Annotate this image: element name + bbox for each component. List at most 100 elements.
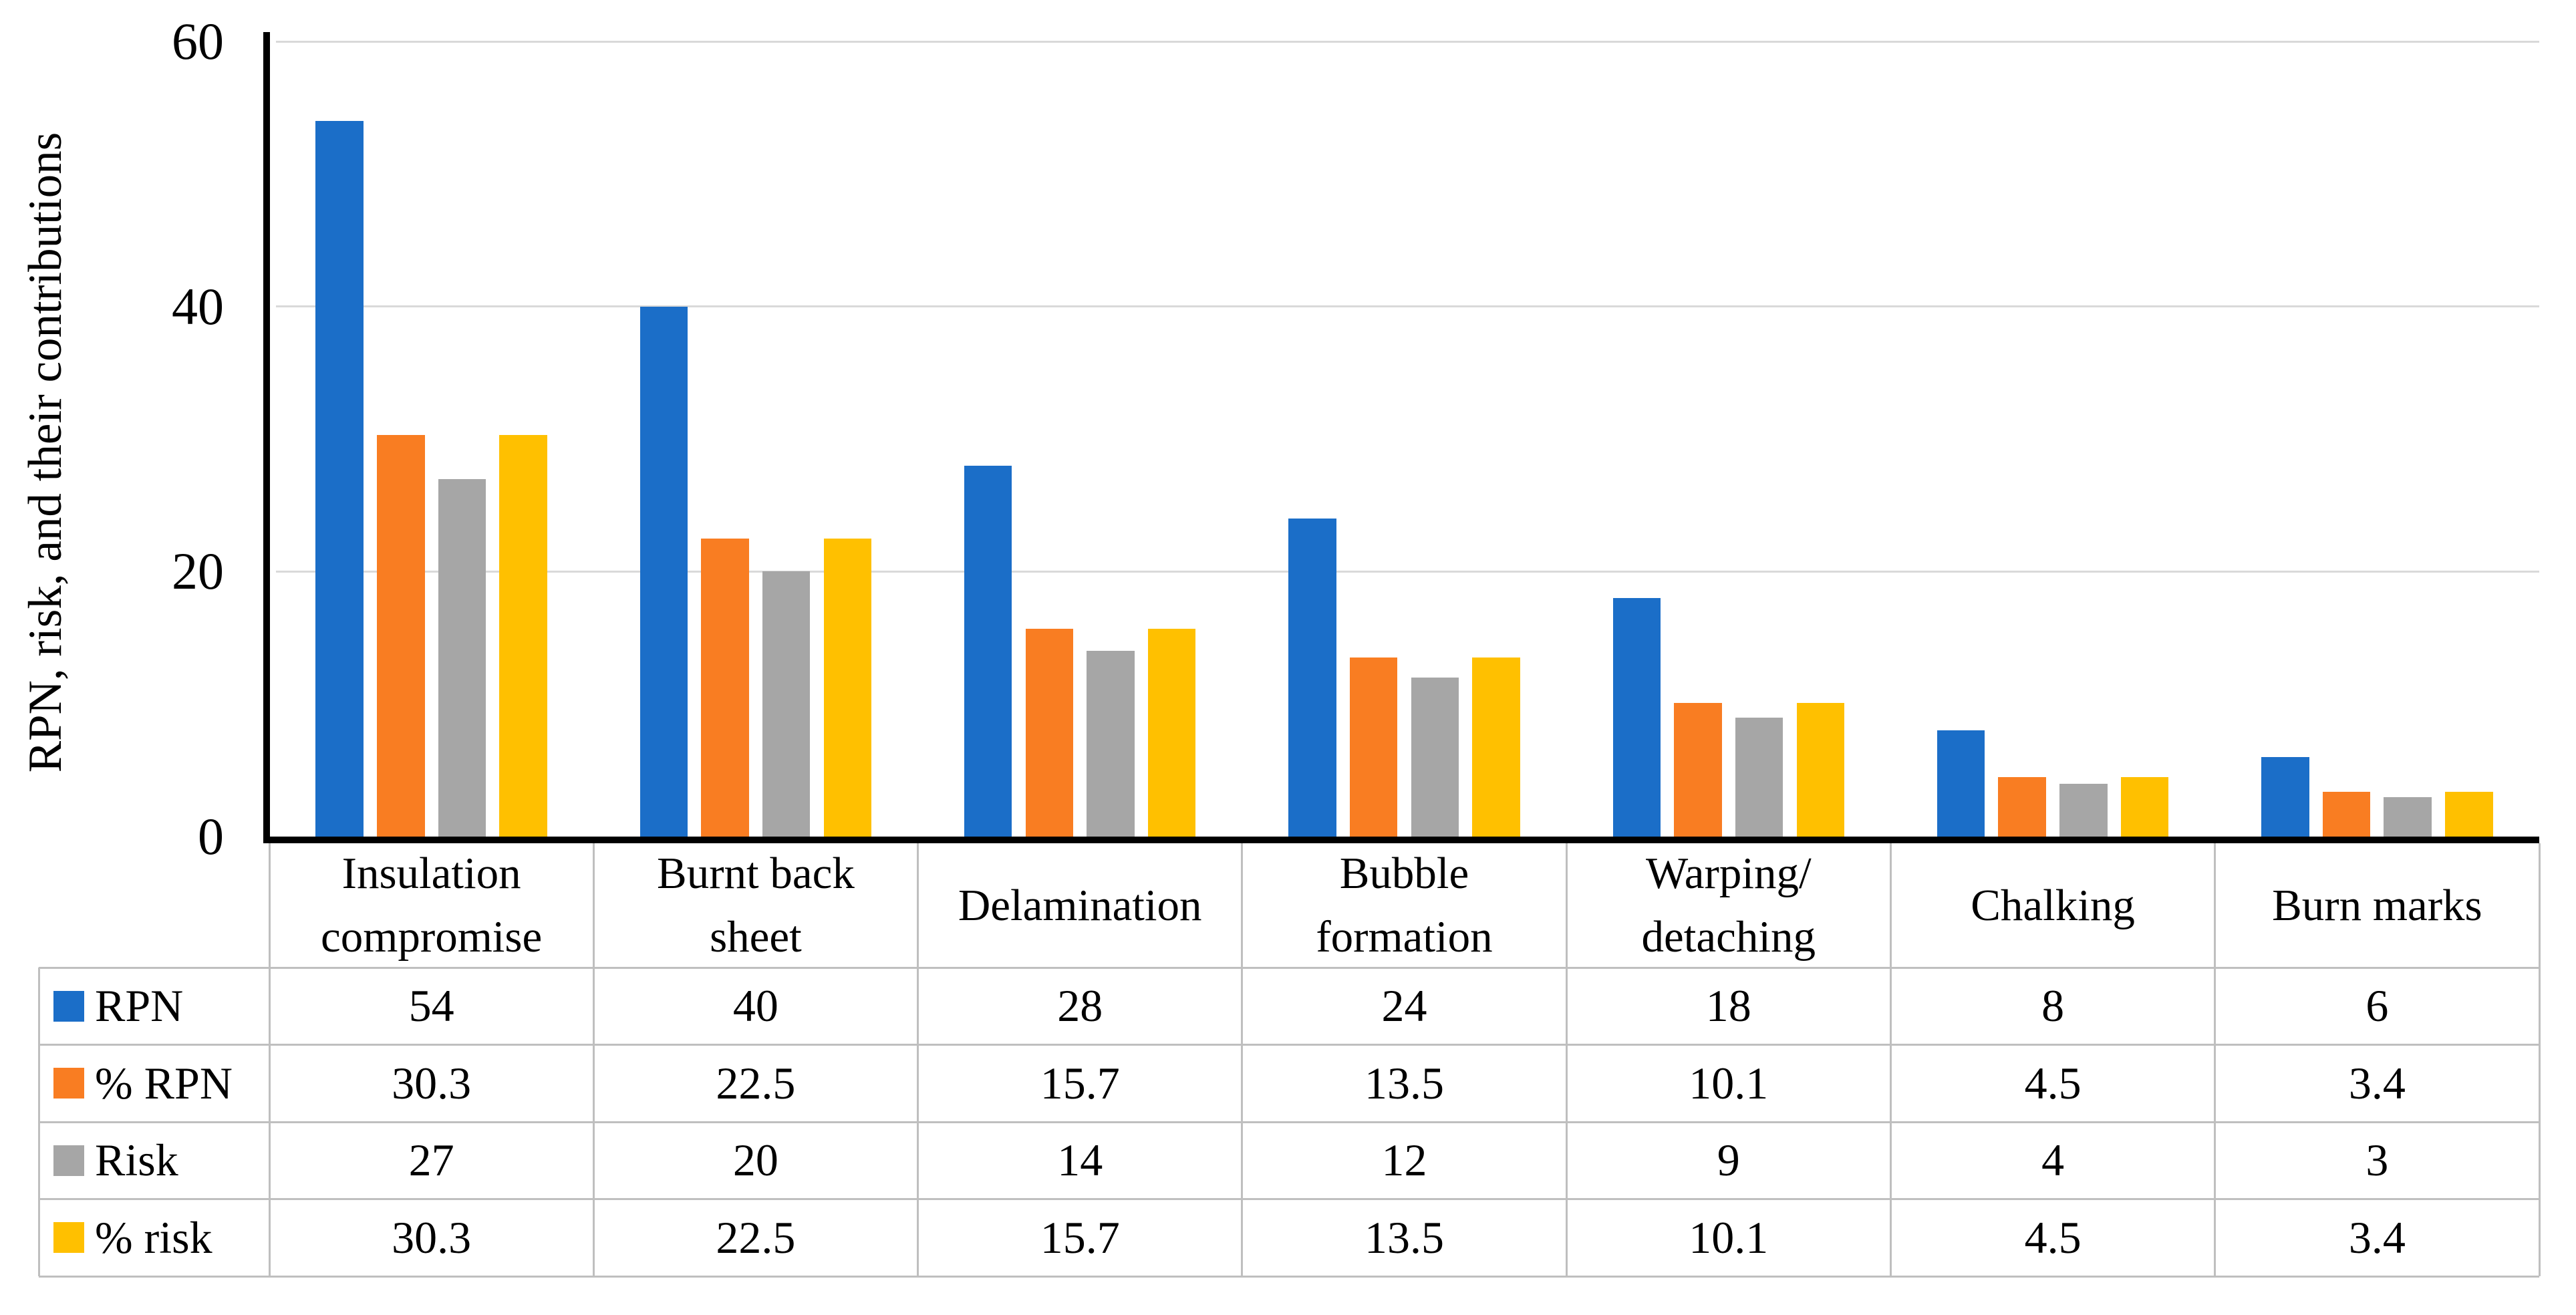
table-column-border (37, 968, 40, 1276)
bar-rpn-burn-marks (2322, 791, 2371, 837)
value-cell-risk-bubble-formation: 12 (1381, 1135, 1427, 1186)
bar-risk-insulation-compromise (438, 478, 486, 837)
y-tick-label: 40 (172, 277, 224, 335)
legend-label: Risk (95, 1135, 178, 1186)
bar-rpn-burnt-back-sheet (701, 538, 749, 837)
value-cell-rpn-burnt-back-sheet: 40 (732, 980, 778, 1032)
bar-rpn-burn-marks (2261, 757, 2309, 837)
y-tick-label: 20 (172, 542, 224, 601)
x-axis-line (263, 837, 2539, 843)
table-column-border (592, 968, 595, 1276)
value-cell-rpn-delamination: 28 (1057, 980, 1103, 1032)
bar-rpn-chalking (1937, 730, 1985, 837)
category-column-border (1889, 843, 1892, 968)
category-column-border (917, 843, 919, 968)
bar-rpn-delamination (964, 465, 1012, 837)
bar-risk-warping-detaching (1796, 702, 1845, 837)
bar-risk-bubble-formation (1472, 658, 1520, 837)
value-cell-rpn-warping-detaching: 10.1 (1689, 1057, 1769, 1109)
bar-rpn-warping-detaching (1612, 598, 1661, 837)
legend-swatch-risk (53, 1145, 84, 1176)
category-label-burnt-back-sheet: Burnt back sheet (657, 849, 855, 962)
value-cell-risk-insulation-compromise: 30.3 (392, 1211, 472, 1263)
value-cell-rpn-burnt-back-sheet: 22.5 (716, 1057, 796, 1109)
y-axis-line (263, 32, 270, 843)
y-axis-title: RPN, risk, and their contributions (19, 132, 71, 773)
bar-risk-burnt-back-sheet (762, 571, 811, 837)
bar-risk-insulation-compromise (499, 435, 547, 837)
table-column-border (2214, 968, 2216, 1276)
legend-cell-risk: Risk (39, 1122, 269, 1199)
value-cell-risk-burn-marks: 3 (2366, 1135, 2389, 1186)
table-row-border (39, 1044, 2539, 1046)
value-cell-rpn-chalking: 8 (2041, 980, 2065, 1032)
bar-rpn-insulation-compromise (315, 121, 364, 837)
table-row-border (39, 1198, 2539, 1200)
gridline (276, 305, 2539, 308)
value-cell-rpn-chalking: 4.5 (2024, 1057, 2082, 1109)
bar-rpn-burnt-back-sheet (639, 306, 688, 837)
value-cell-risk-chalking: 4.5 (2024, 1211, 2082, 1263)
table-column-border (1565, 968, 1568, 1276)
category-column-border (2538, 843, 2541, 968)
legend-swatch-risk (53, 1222, 84, 1254)
legend-label: % RPN (95, 1057, 233, 1109)
value-cell-risk-burn-marks: 3.4 (2348, 1211, 2406, 1263)
value-cell-rpn-delamination: 15.7 (1040, 1057, 1120, 1109)
bar-rpn-insulation-compromise (377, 435, 425, 837)
table-column-border (1241, 968, 1244, 1276)
bar-rpn-delamination (1025, 628, 1074, 837)
table-column-border (1889, 968, 1892, 1276)
bar-risk-warping-detaching (1735, 717, 1783, 837)
legend-cell-risk: % risk (39, 1199, 269, 1277)
category-label-warping-detaching: Warping/ detaching (1641, 849, 1816, 962)
value-cell-rpn-warping-detaching: 18 (1705, 980, 1751, 1032)
legend-label: % risk (95, 1211, 212, 1263)
value-cell-rpn-bubble-formation: 13.5 (1364, 1057, 1444, 1109)
category-column-border (1565, 843, 1568, 968)
bar-rpn-bubble-formation (1288, 519, 1336, 837)
table-row-border (39, 966, 2539, 969)
value-cell-risk-burnt-back-sheet: 20 (732, 1135, 778, 1186)
table-column-border (268, 968, 271, 1276)
value-cell-risk-warping-detaching: 10.1 (1689, 1211, 1769, 1263)
legend-swatch-rpn (53, 1068, 84, 1099)
category-label-delamination: Delamination (958, 880, 1202, 930)
y-tick-label: 0 (198, 807, 224, 865)
bar-risk-chalking (2120, 776, 2169, 837)
table-column-border (2538, 968, 2541, 1276)
bar-rpn-chalking (1998, 776, 2046, 837)
legend-label: RPN (95, 980, 184, 1032)
value-cell-rpn-bubble-formation: 24 (1381, 980, 1427, 1032)
category-column-border (2214, 843, 2216, 968)
value-cell-risk-chalking: 4 (2041, 1135, 2065, 1186)
value-cell-rpn-insulation-compromise: 54 (408, 980, 454, 1032)
value-cell-risk-delamination: 14 (1057, 1135, 1103, 1186)
value-cell-rpn-insulation-compromise: 30.3 (392, 1057, 472, 1109)
value-cell-risk-warping-detaching: 9 (1717, 1135, 1740, 1186)
y-tick-label: 60 (172, 12, 224, 70)
category-label-burn-marks: Burn marks (2272, 880, 2482, 930)
bar-risk-burn-marks (2445, 791, 2493, 837)
category-label-bubble-formation: Bubble formation (1316, 849, 1493, 962)
value-cell-rpn-burn-marks: 3.4 (2348, 1057, 2406, 1109)
category-column-border (268, 843, 271, 968)
legend-swatch-rpn (53, 990, 84, 1022)
legend-cell-rpn: % RPN (39, 1045, 269, 1123)
legend-cell-rpn: RPN (39, 968, 269, 1045)
table-column-border (917, 968, 919, 1276)
bar-risk-bubble-formation (1411, 678, 1459, 837)
value-cell-risk-burnt-back-sheet: 22.5 (716, 1211, 796, 1263)
bar-risk-delamination (1087, 651, 1135, 837)
value-cell-risk-insulation-compromise: 27 (408, 1135, 454, 1186)
value-cell-rpn-burn-marks: 6 (2366, 980, 2389, 1032)
gridline (276, 40, 2539, 43)
bar-risk-burnt-back-sheet (823, 538, 872, 837)
category-column-border (1241, 843, 1244, 968)
gridline (276, 570, 2539, 573)
value-cell-risk-delamination: 15.7 (1040, 1211, 1120, 1263)
category-column-border (592, 843, 595, 968)
category-label-chalking: Chalking (1971, 880, 2135, 930)
bar-risk-delamination (1147, 628, 1196, 837)
